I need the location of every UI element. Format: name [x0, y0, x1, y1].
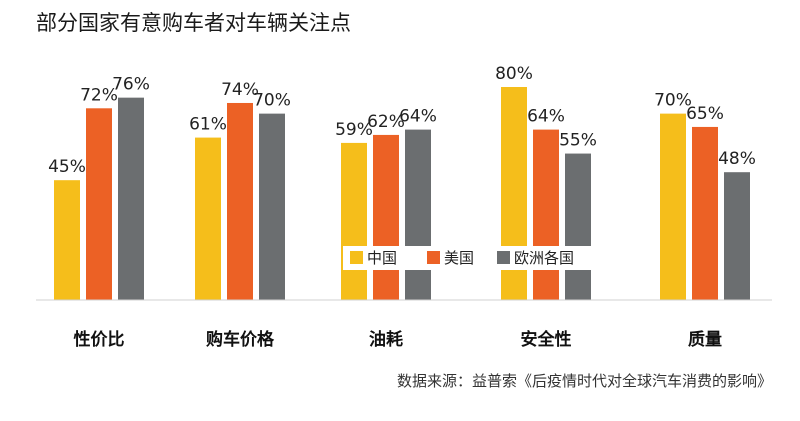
legend: 中国 美国 欧洲各国: [343, 246, 615, 270]
x-tick-label: 安全性: [521, 329, 572, 350]
value-label: 80%: [495, 64, 533, 84]
value-label: 76%: [112, 75, 150, 95]
legend-background: [343, 246, 615, 270]
bar-1-1: [227, 102, 253, 300]
x-tick-label: 性价比: [74, 329, 125, 350]
value-label: 72%: [80, 85, 118, 105]
bar-3-2: [565, 153, 591, 300]
x-tick-label: 质量: [688, 329, 722, 350]
bar-2-0: [341, 142, 367, 300]
bar-4-0: [660, 113, 686, 300]
value-label: 55%: [559, 131, 597, 151]
value-label: 74%: [221, 80, 259, 100]
legend-item-label: 美国: [444, 249, 474, 267]
bar-3-1: [533, 129, 559, 300]
bar-4-2: [724, 172, 750, 300]
value-label: 59%: [335, 120, 373, 140]
value-label: 61%: [189, 115, 227, 135]
bar-0-1: [86, 108, 112, 300]
value-label: 64%: [399, 107, 437, 127]
bar-1-2: [259, 113, 285, 300]
x-tick-label: 购车价格: [206, 329, 275, 350]
value-label: 64%: [527, 107, 565, 127]
legend-swatch: [497, 251, 510, 264]
chart-title: 部分国家有意购车者对车辆关注点: [36, 11, 351, 35]
source-note: 数据来源：益普索《后疫情时代对全球汽车消费的影响》: [397, 372, 772, 390]
bar-2-2: [405, 129, 431, 300]
legend-swatch: [427, 251, 440, 264]
legend-item-label: 欧洲各国: [514, 249, 574, 267]
legend-swatch: [350, 251, 363, 264]
bar-0-0: [54, 180, 80, 300]
x-tick-label: 油耗: [369, 329, 403, 350]
bar-1-0: [195, 137, 221, 300]
value-label: 70%: [253, 91, 291, 111]
value-label: 65%: [686, 104, 724, 124]
bar-0-2: [118, 97, 144, 301]
bar-2-1: [373, 134, 399, 300]
bar-4-1: [692, 126, 718, 300]
value-label: 48%: [718, 149, 756, 169]
bars-layer: [54, 87, 750, 301]
legend-item-label: 中国: [367, 249, 397, 267]
x-axis-tick-labels: 性价比 购车价格 油耗 安全性 质量: [74, 329, 723, 350]
value-labels: 45%72%76%61%74%70%59%62%64%80%64%55%70%6…: [48, 64, 756, 177]
value-label: 45%: [48, 157, 86, 177]
value-label: 62%: [367, 112, 405, 132]
value-label: 70%: [654, 91, 692, 111]
